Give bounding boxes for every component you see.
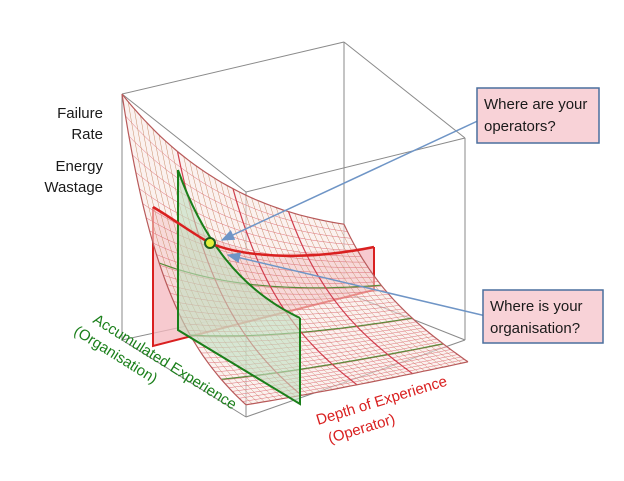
organisation-arrow (226, 252, 487, 317)
callout-operators-line-1: Where are your (484, 96, 587, 113)
surface-grid-line (312, 218, 438, 369)
callout-operators: Where are your operators? (476, 87, 600, 144)
surface-edge (343, 223, 469, 363)
operator-plane (177, 169, 301, 406)
surface-grid-line (331, 221, 456, 365)
wastage-label: Wastage (44, 179, 103, 196)
callout-organisation-line-1: Where is your (490, 298, 583, 315)
callout-organisation-line-2: organisation? (490, 320, 580, 337)
surface-grid-line (325, 220, 450, 367)
rate-label: Rate (71, 126, 103, 143)
surface-contour-red (287, 211, 413, 375)
surface-grid-line (306, 216, 432, 370)
intersection-marker (204, 237, 216, 249)
surface-edge (121, 93, 345, 225)
surface-grid-line (319, 219, 444, 368)
organisation-curve (152, 205, 375, 258)
surface-edge (245, 361, 469, 406)
energy-label: Energy (55, 158, 103, 175)
callout-organisation: Where is your organisation? (482, 289, 604, 344)
callout-operators-line-2: operators? (484, 118, 556, 135)
failure-label: Failure (57, 105, 103, 122)
surface-grid-line (337, 223, 462, 364)
operators-arrow (220, 117, 485, 241)
